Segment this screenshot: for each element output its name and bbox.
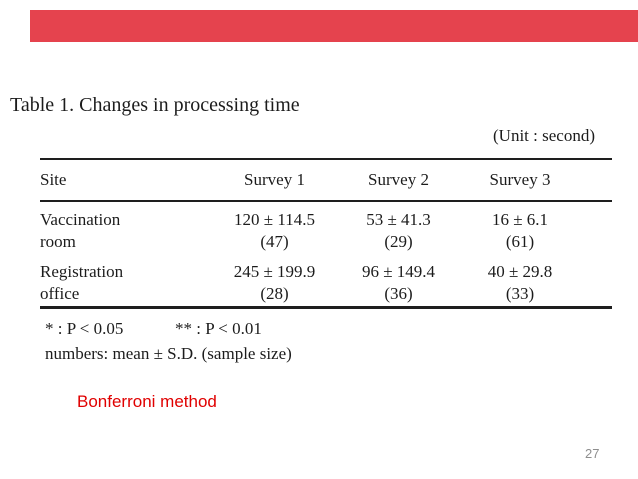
sample-size: (33) [505,284,535,303]
survey1-cell: 120 ± 114.5 (47) [212,201,337,254]
survey3-cell: 40 ± 29.8 (33) [460,254,580,308]
mean-sd-value: 96 ± 149.4 [361,262,436,281]
table-caption: Table 1. Changes in processing time [10,94,300,116]
spacer-cell [580,159,612,202]
sample-size: (47) [260,232,289,251]
site-line-2: office [40,284,80,303]
significance-p05: * : P < 0.05 [45,319,124,338]
table-row-vaccination-room: Vaccination room 120 ± 114.5 (47) 53 ± 4… [40,201,612,254]
header-accent-bar [30,10,638,42]
mean-sd-value: 16 ± 6.1 [491,210,549,229]
mean-sd-value: 245 ± 199.9 [233,262,316,281]
survey2-cell: 53 ± 41.3 (29) [337,201,460,254]
sample-size: (28) [260,284,289,303]
sample-size: (36) [384,284,413,303]
site-line-1: Vaccination [40,210,121,229]
data-table: Site Survey 1 Survey 2 Survey 3 Vaccinat… [40,158,612,309]
column-header-survey2: Survey 2 [337,159,460,202]
site-line-2: room [40,232,76,251]
table-header-row: Site Survey 1 Survey 2 Survey 3 [40,159,612,202]
page-number: 27 [585,446,600,461]
spacer-cell [580,254,612,308]
legend-note: numbers: mean ± S.D. (sample size) [45,344,292,363]
column-header-survey3: Survey 3 [460,159,580,202]
survey3-cell: 16 ± 6.1 (61) [460,201,580,254]
sample-size: (61) [505,232,535,251]
significance-note: * : P < 0.05 ** : P < 0.01 [45,319,292,339]
mean-sd-value: 53 ± 41.3 [366,210,431,229]
spacer-cell [580,201,612,254]
survey2-cell: 96 ± 149.4 (36) [337,254,460,308]
annotation-bonferroni-method: Bonferroni method [77,392,217,411]
column-header-site: Site [40,159,212,202]
unit-note: (Unit : second) [493,126,595,145]
mean-sd-value: 40 ± 29.8 [487,262,553,281]
sample-size: (29) [384,232,413,251]
site-cell: Registration office [40,254,212,308]
significance-p01: ** : P < 0.01 [175,319,262,338]
table-footnotes: * : P < 0.05 ** : P < 0.01 numbers: mean … [45,319,292,364]
survey1-cell: 245 ± 199.9 (28) [212,254,337,308]
site-cell: Vaccination room [40,201,212,254]
site-line-1: Registration [40,262,124,281]
column-header-survey1: Survey 1 [212,159,337,202]
mean-sd-value: 120 ± 114.5 [234,210,315,229]
table-row-registration-office: Registration office 245 ± 199.9 (28) 96 … [40,254,612,308]
